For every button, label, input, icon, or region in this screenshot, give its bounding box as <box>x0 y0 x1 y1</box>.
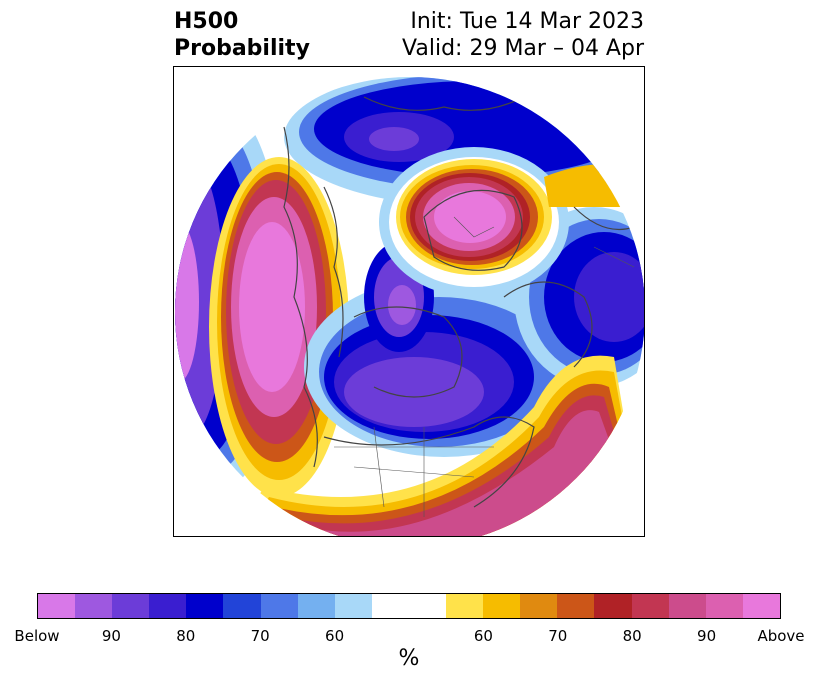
colorbar-tick-label: 90 <box>101 627 121 645</box>
colorbar-tick-label: 80 <box>622 627 642 645</box>
colorbar-swatch <box>75 594 113 618</box>
coastlines <box>283 96 635 508</box>
colorbar-swatch <box>742 594 780 618</box>
colorbar-tick-label: 70 <box>250 627 270 645</box>
colorbar-swatch <box>297 594 335 618</box>
colorbar-tick-label: Below <box>14 627 60 645</box>
colorbar-unit-label: % <box>398 646 420 671</box>
map-title: H500 Probability <box>174 8 310 62</box>
colorbar-swatch <box>557 594 595 618</box>
colorbar-swatch <box>483 594 521 618</box>
colorbar-swatch <box>186 594 224 618</box>
colorbar-tick-label: 80 <box>176 627 196 645</box>
colorbar-swatch <box>112 594 150 618</box>
colorbar-tick-label: 60 <box>325 627 345 645</box>
colorbar-swatch <box>705 594 743 618</box>
colorbar-swatch <box>371 594 409 618</box>
colorbar-swatch <box>446 594 484 618</box>
title-variable: H500 <box>174 9 239 34</box>
colorbar-swatch <box>408 594 447 618</box>
colorbar <box>37 593 781 619</box>
init-date: Init: Tue 14 Mar 2023 <box>410 9 644 34</box>
colorbar-swatch <box>223 594 261 618</box>
anomaly-central-negative <box>304 242 584 457</box>
title-product: Probability <box>174 36 310 61</box>
map-panel <box>173 66 645 537</box>
anomaly-northeast-positive <box>379 147 644 297</box>
colorbar-swatch <box>38 594 76 618</box>
colorbar-swatch <box>668 594 706 618</box>
colorbar-swatch <box>631 594 669 618</box>
colorbar-tick-label: Above <box>757 627 805 645</box>
colorbar-swatch <box>260 594 298 618</box>
valid-date: Valid: 29 Mar – 04 Apr <box>402 36 644 61</box>
colorbar-swatch <box>594 594 632 618</box>
probability-field <box>175 77 644 536</box>
colorbar-swatch <box>149 594 187 618</box>
colorbar-swatch <box>334 594 372 618</box>
colorbar-tick-label: 60 <box>473 627 493 645</box>
map-dates: Init: Tue 14 Mar 2023 Valid: 29 Mar – 04… <box>402 8 644 62</box>
colorbar-tick-label: 90 <box>697 627 717 645</box>
probability-map <box>175 77 644 536</box>
colorbar-tick-label: 70 <box>548 627 568 645</box>
colorbar-swatch <box>520 594 558 618</box>
